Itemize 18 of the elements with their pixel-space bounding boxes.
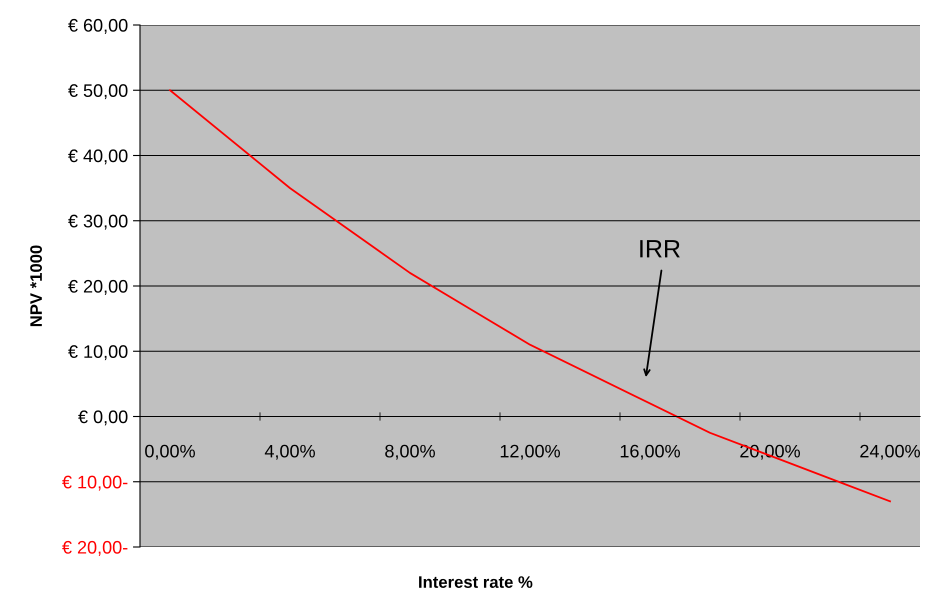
x-tick-label: 24,00% xyxy=(860,444,920,460)
x-tick-label: 12,00% xyxy=(500,444,560,460)
y-tick-label: € 30,00 xyxy=(68,214,128,230)
y-tick-label: € 20,00 xyxy=(68,280,128,295)
x-tick-label: 8,00% xyxy=(385,444,435,460)
y-tick-label: € 20,00- xyxy=(62,540,128,556)
y-tick-label: € 40,00 xyxy=(68,149,128,164)
y-tick-label: € 10,00- xyxy=(62,476,128,491)
x-tick-label: 4,00% xyxy=(264,444,315,460)
x-tick-label: 16,00% xyxy=(620,444,680,460)
y-tick-label: € 0,00 xyxy=(78,410,128,426)
y-tick-label: € 50,00 xyxy=(68,84,128,100)
y-tick-label: € 10,00 xyxy=(68,345,128,360)
annotation: IRR xyxy=(640,240,680,258)
x-axis-title: Interest rate % xyxy=(419,576,532,588)
y-axis-title: NPV *1000 xyxy=(30,245,42,326)
x-tick-label: 0,00% xyxy=(145,444,195,460)
y-tick-label: € 60,00 xyxy=(68,18,128,34)
